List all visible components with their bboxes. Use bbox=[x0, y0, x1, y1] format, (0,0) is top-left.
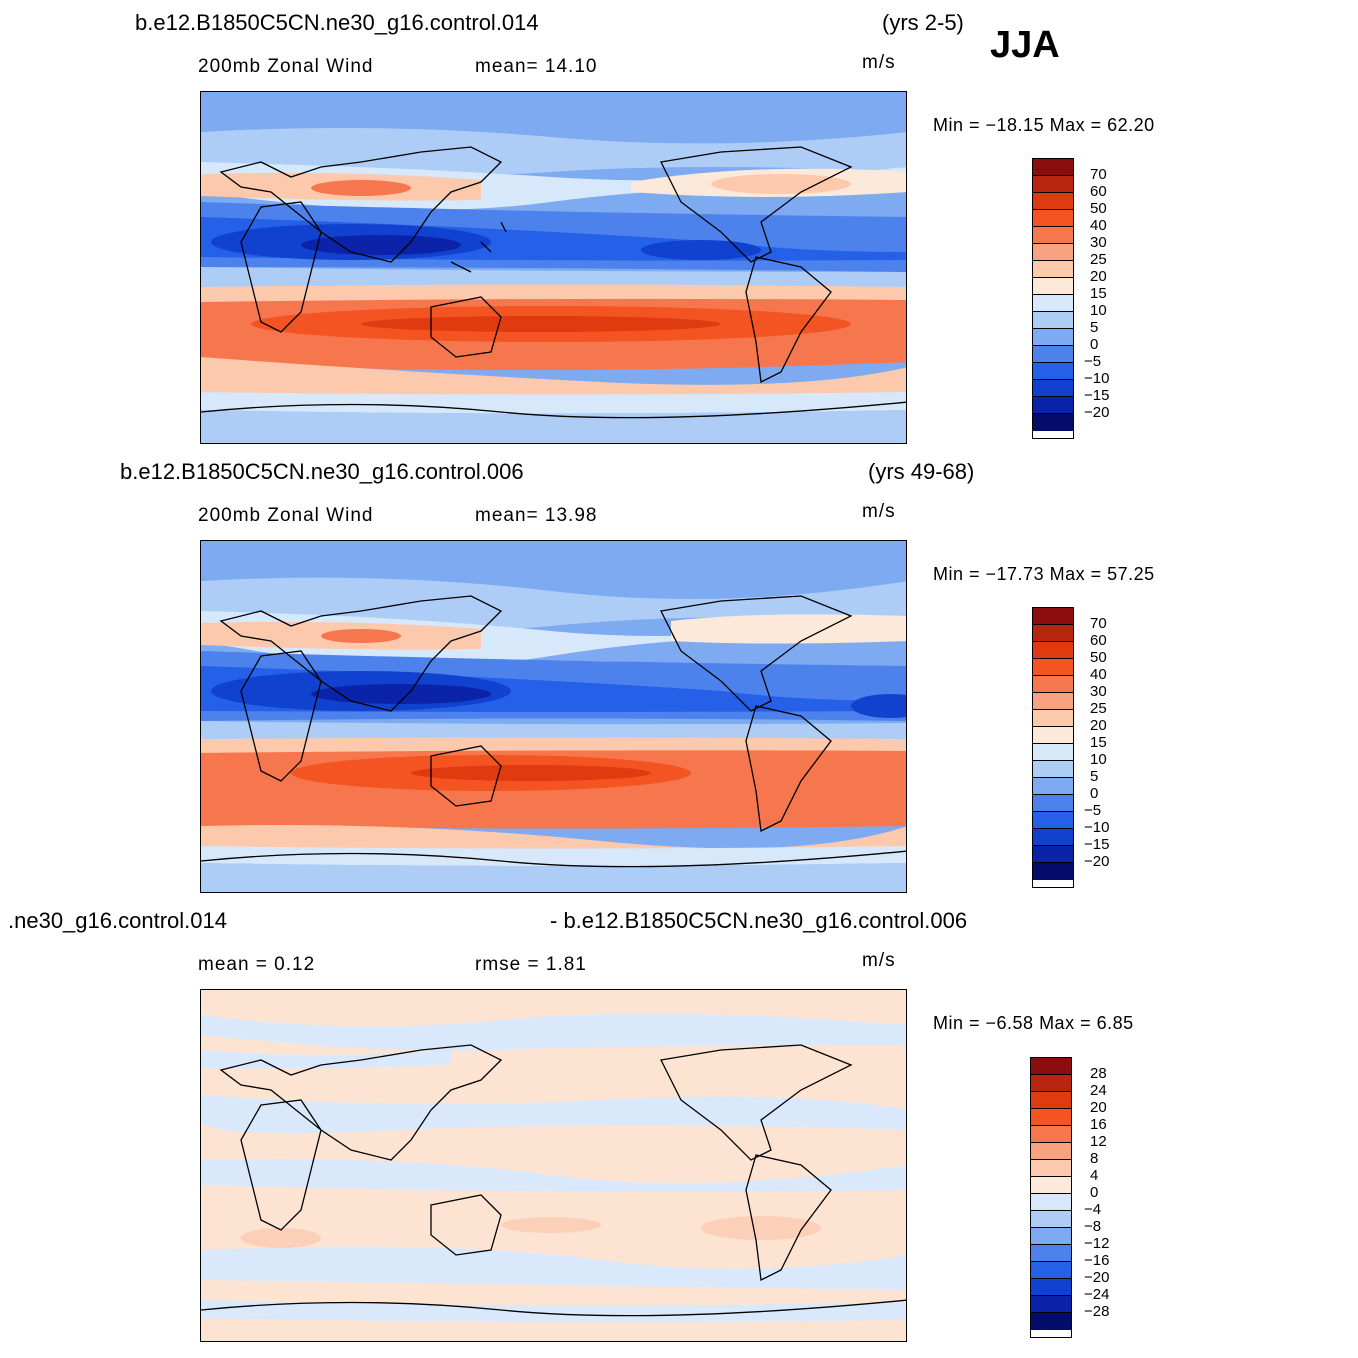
panel1-colorbar bbox=[1032, 158, 1074, 439]
colorbar-tick-label: 15 bbox=[1090, 734, 1107, 751]
season-label: JJA bbox=[990, 24, 1060, 66]
colorbar-tick-label: −5 bbox=[1084, 353, 1102, 370]
colorbar-tick-label: −5 bbox=[1084, 802, 1102, 819]
colorbar-tick-label: −10 bbox=[1084, 370, 1110, 387]
panel2-colorbar bbox=[1032, 607, 1074, 888]
panel1-variable: 200mb Zonal Wind bbox=[198, 56, 374, 77]
colorbar-tick-label: 40 bbox=[1090, 666, 1107, 683]
colorbar-tick-label: 15 bbox=[1090, 285, 1107, 302]
colorbar-tick-label: 20 bbox=[1090, 717, 1107, 734]
panel1-mean: mean= 14.10 bbox=[475, 56, 598, 77]
colorbar-tick-label: 30 bbox=[1090, 683, 1107, 700]
panel3-colorbar bbox=[1030, 1057, 1072, 1338]
panel3-map bbox=[200, 989, 907, 1342]
colorbar-tick-label: 70 bbox=[1090, 166, 1107, 183]
panel3-mean: mean = 0.12 bbox=[198, 954, 316, 975]
colorbar-tick-label: 4 bbox=[1090, 1167, 1099, 1184]
colorbar-tick-label: −20 bbox=[1084, 853, 1110, 870]
colorbar-tick-label: 0 bbox=[1090, 1184, 1099, 1201]
panel2-minmax: Min = −17.73 Max = 57.25 bbox=[933, 564, 1155, 584]
colorbar-tick-label: −15 bbox=[1084, 836, 1110, 853]
panel3-minmax: Min = −6.58 Max = 6.85 bbox=[933, 1013, 1134, 1033]
panel2-years: (yrs 49-68) bbox=[868, 459, 975, 484]
panel3-years: - b.e12.B1850C5CN.ne30_g16.control.006 bbox=[550, 908, 968, 933]
colorbar-tick-label: −28 bbox=[1084, 1303, 1110, 1320]
colorbar-tick-label: 50 bbox=[1090, 649, 1107, 666]
colorbar-tick-label: 10 bbox=[1090, 751, 1107, 768]
colorbar-tick-label: 16 bbox=[1090, 1116, 1107, 1133]
panel1-case-title: b.e12.B1850C5CN.ne30_g16.control.014 bbox=[135, 10, 539, 35]
colorbar-tick-label: 60 bbox=[1090, 183, 1107, 200]
panel2-variable: 200mb Zonal Wind bbox=[198, 505, 374, 526]
colorbar-tick-label: 0 bbox=[1090, 785, 1099, 802]
colorbar-tick-label: −8 bbox=[1084, 1218, 1102, 1235]
panel3-case-title: .ne30_g16.control.014 bbox=[8, 908, 227, 933]
colorbar-tick-label: −4 bbox=[1084, 1201, 1102, 1218]
colorbar-tick-label: 25 bbox=[1090, 251, 1107, 268]
colorbar-tick-label: 25 bbox=[1090, 700, 1107, 717]
colorbar-tick-label: −16 bbox=[1084, 1252, 1110, 1269]
panel2-units: m/s bbox=[862, 501, 896, 522]
colorbar-tick-label: −12 bbox=[1084, 1235, 1110, 1252]
colorbar-tick-label: 70 bbox=[1090, 615, 1107, 632]
colorbar-tick-label: 20 bbox=[1090, 268, 1107, 285]
colorbar-tick-label: −20 bbox=[1084, 1269, 1110, 1286]
colorbar-tick-label: 5 bbox=[1090, 768, 1099, 785]
panel2-case-title: b.e12.B1850C5CN.ne30_g16.control.006 bbox=[120, 459, 524, 484]
colorbar-tick-label: 50 bbox=[1090, 200, 1107, 217]
colorbar-tick-label: 0 bbox=[1090, 336, 1099, 353]
panel2-map bbox=[200, 540, 907, 893]
panel1-map bbox=[200, 91, 907, 444]
colorbar-tick-label: 12 bbox=[1090, 1133, 1107, 1150]
panel1-years: (yrs 2-5) bbox=[882, 10, 964, 35]
colorbar-tick-label: 60 bbox=[1090, 632, 1107, 649]
colorbar-tick-label: 20 bbox=[1090, 1099, 1107, 1116]
panel3-rmse: rmse = 1.81 bbox=[475, 954, 587, 975]
colorbar-tick-label: −24 bbox=[1084, 1286, 1110, 1303]
colorbar-tick-label: 8 bbox=[1090, 1150, 1099, 1167]
panel3-units: m/s bbox=[862, 950, 896, 971]
colorbar-tick-label: 40 bbox=[1090, 217, 1107, 234]
panel1-units: m/s bbox=[862, 52, 896, 73]
colorbar-tick-label: −10 bbox=[1084, 819, 1110, 836]
colorbar-tick-label: 30 bbox=[1090, 234, 1107, 251]
colorbar-tick-label: 10 bbox=[1090, 302, 1107, 319]
colorbar-tick-label: 24 bbox=[1090, 1082, 1107, 1099]
colorbar-tick-label: −15 bbox=[1084, 387, 1110, 404]
panel2-mean: mean= 13.98 bbox=[475, 505, 598, 526]
colorbar-tick-label: 28 bbox=[1090, 1065, 1107, 1082]
colorbar-tick-label: −20 bbox=[1084, 404, 1110, 421]
colorbar-tick-label: 5 bbox=[1090, 319, 1099, 336]
panel1-minmax: Min = −18.15 Max = 62.20 bbox=[933, 115, 1155, 135]
